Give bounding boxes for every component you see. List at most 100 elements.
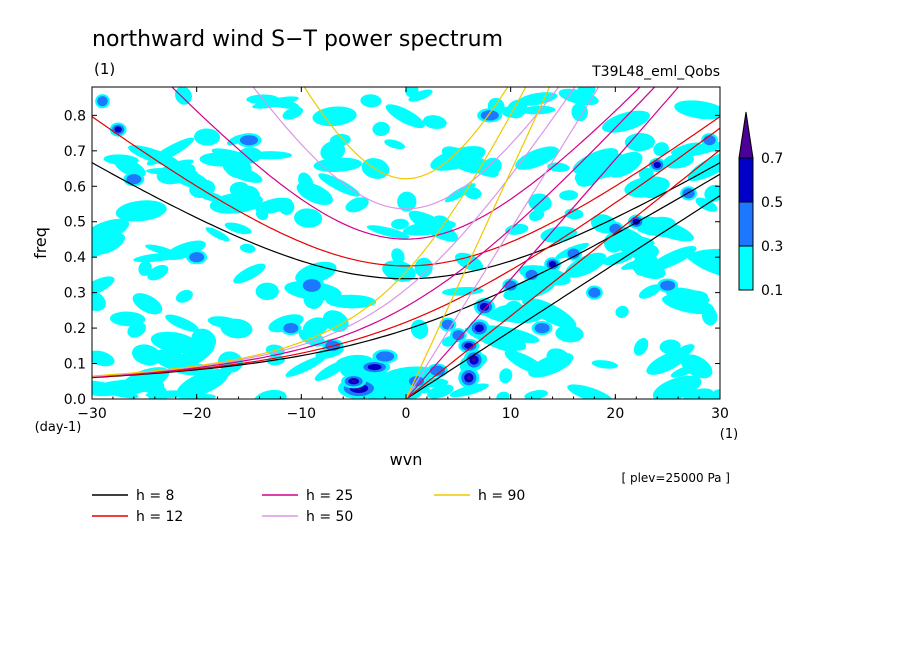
contour-blob bbox=[671, 344, 695, 360]
dispersion-curve bbox=[303, 87, 509, 180]
contour-blob bbox=[464, 342, 474, 349]
colorbar-label: 0.7 bbox=[761, 151, 783, 167]
contour-blob bbox=[283, 322, 299, 334]
contour-blob bbox=[567, 248, 580, 259]
y-unit-label: (day-1) bbox=[35, 420, 82, 435]
legend-label: h = 25 bbox=[306, 488, 353, 504]
contour-blob bbox=[515, 146, 559, 170]
contour-blob bbox=[571, 102, 588, 122]
contour-blob bbox=[92, 289, 106, 312]
x-axis: −30 −20 −10 0 10 20 30 bbox=[77, 87, 729, 422]
chart-subtitle-right: T39L48_eml_Qobs bbox=[591, 64, 720, 80]
x-tick-label: 10 bbox=[502, 406, 520, 422]
contour-blob bbox=[150, 331, 200, 354]
contour-blob bbox=[702, 307, 718, 326]
contour-blob bbox=[653, 161, 661, 169]
colorbar-segment bbox=[738, 157, 754, 203]
contour-blob bbox=[467, 376, 471, 380]
contour-blob bbox=[534, 322, 550, 334]
colorbar-arrow bbox=[738, 111, 754, 159]
y-axis: 0.0 0.1 0.2 0.3 0.4 0.5 0.6 0.7 0.8 bbox=[64, 108, 720, 408]
contour-blob bbox=[233, 263, 266, 284]
contour-blob bbox=[391, 218, 409, 230]
contour-blob bbox=[479, 302, 490, 311]
contour-blob bbox=[322, 310, 349, 332]
colorbar-label: 0.5 bbox=[761, 195, 783, 211]
contour-blob bbox=[602, 110, 651, 133]
contour-blob bbox=[449, 383, 489, 398]
contour-blob bbox=[602, 251, 635, 266]
dispersion-curve bbox=[405, 87, 600, 399]
x-tick-label: 30 bbox=[711, 406, 729, 422]
contour-blob bbox=[126, 174, 142, 185]
contour-blob bbox=[499, 368, 513, 384]
colorbar: 0.7 0.5 0.3 0.1 bbox=[738, 111, 783, 299]
contour-blob bbox=[391, 248, 405, 264]
legend-label: h = 12 bbox=[136, 509, 183, 525]
contour-blob bbox=[189, 252, 205, 263]
contour-blob bbox=[236, 185, 260, 207]
contour-blob bbox=[638, 284, 661, 299]
contour-blob bbox=[239, 243, 256, 253]
dispersion-curve bbox=[405, 87, 551, 399]
contour-blob bbox=[410, 319, 429, 339]
contour-blob bbox=[147, 264, 169, 281]
contour-blob bbox=[103, 154, 139, 166]
contour-blob bbox=[351, 380, 356, 383]
y-tick-label: 0.1 bbox=[64, 357, 86, 373]
dispersion-curve bbox=[252, 87, 560, 210]
contour-blob bbox=[565, 252, 607, 278]
contour-blob bbox=[548, 261, 557, 268]
contour-blob bbox=[555, 325, 584, 343]
contour-blob bbox=[505, 223, 529, 235]
contour-blob bbox=[712, 389, 720, 399]
contour-blob bbox=[92, 218, 130, 245]
contour-blob bbox=[298, 172, 314, 192]
contour-blob bbox=[663, 153, 695, 169]
contour-blob bbox=[591, 360, 618, 369]
contour-blob bbox=[441, 287, 484, 296]
colorbar-label: 0.3 bbox=[761, 239, 783, 255]
contour-blob bbox=[255, 197, 293, 214]
x-tick-label: 20 bbox=[606, 406, 624, 422]
contour-blob bbox=[633, 338, 649, 356]
contour-blob bbox=[366, 225, 410, 239]
contour-blob bbox=[653, 142, 669, 157]
contour-blob bbox=[205, 227, 230, 242]
y-tick-label: 0.3 bbox=[64, 286, 86, 302]
contour-blob bbox=[567, 384, 614, 399]
contour-blob bbox=[525, 269, 538, 281]
contour-blob bbox=[138, 260, 152, 276]
contour-blob bbox=[414, 257, 433, 278]
contour-blob bbox=[520, 105, 556, 115]
contour-blob bbox=[480, 110, 499, 121]
legend-label: h = 8 bbox=[136, 488, 174, 504]
contour-blob bbox=[376, 351, 395, 362]
legend: h = 8 h = 12 h = 25 h = 50 h = 90 bbox=[92, 488, 525, 525]
dispersion-curve bbox=[92, 173, 720, 379]
contour-blob bbox=[239, 135, 259, 146]
contour-blob bbox=[384, 386, 405, 399]
x-tick-label: −10 bbox=[287, 406, 317, 422]
y-tick-label: 0.4 bbox=[64, 250, 86, 266]
contour-blob bbox=[345, 197, 369, 213]
contour-blob bbox=[521, 298, 573, 329]
contour-blob bbox=[624, 132, 655, 152]
contour-blob bbox=[506, 99, 528, 119]
contour-blob bbox=[529, 209, 545, 222]
contour-blob bbox=[182, 371, 232, 394]
contour-blob bbox=[559, 190, 578, 201]
contour-blob bbox=[97, 96, 108, 107]
contour-blob bbox=[325, 294, 377, 309]
contour-blob bbox=[372, 121, 390, 136]
dispersion-curve bbox=[405, 149, 720, 399]
contour-blob bbox=[170, 342, 215, 372]
contour-blob bbox=[397, 191, 417, 212]
contour-blob bbox=[384, 139, 406, 150]
contour-blob bbox=[199, 152, 243, 167]
dispersion-curve bbox=[171, 87, 641, 240]
y-tick-label: 0.6 bbox=[64, 179, 86, 195]
y-tick-label: 0.8 bbox=[64, 108, 86, 124]
legend-label: h = 50 bbox=[306, 509, 353, 525]
contour-blob bbox=[175, 289, 193, 303]
